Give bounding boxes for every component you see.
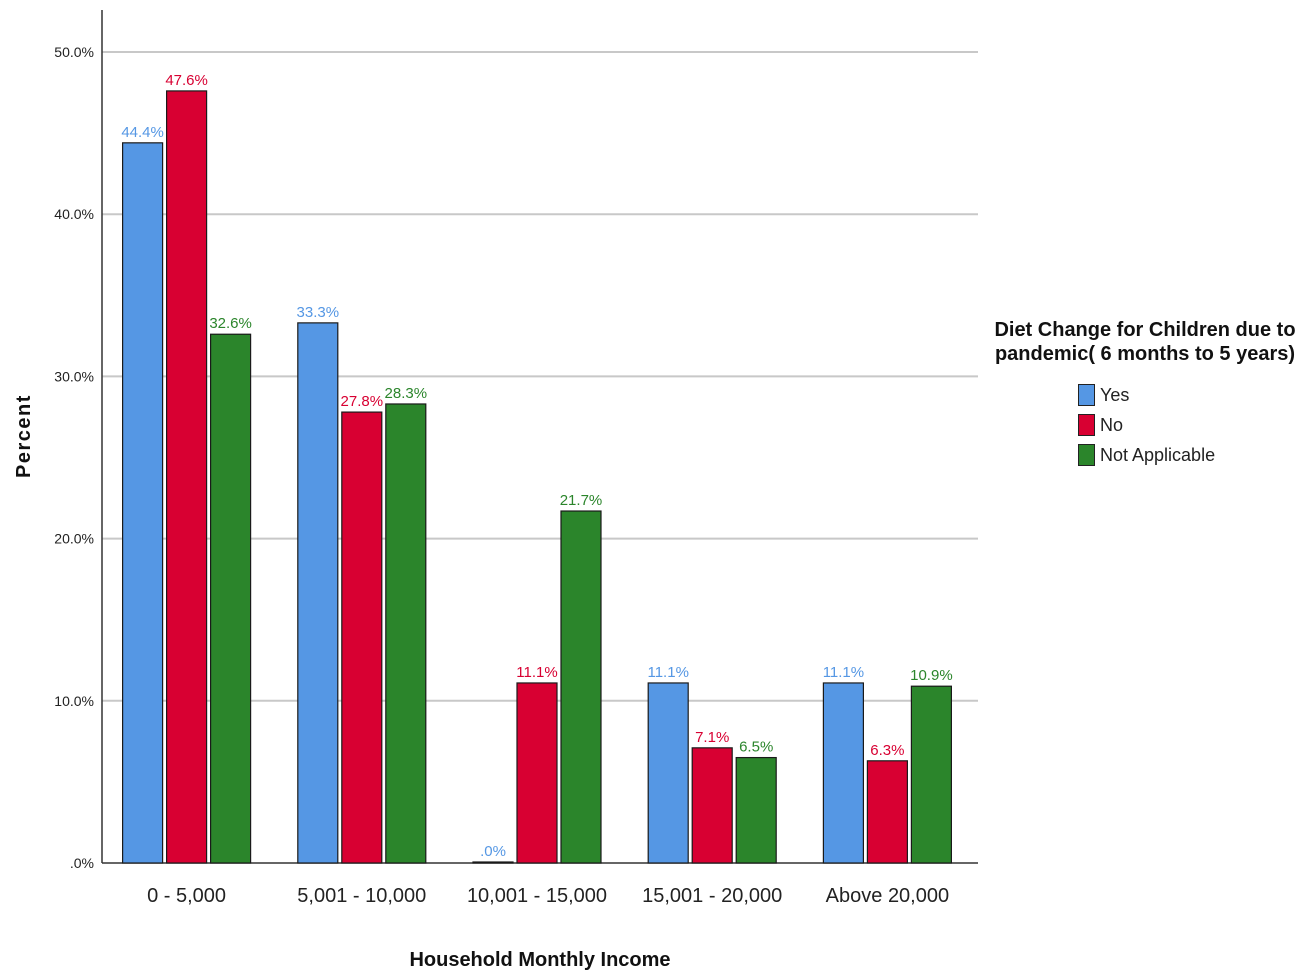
data-label-bg bbox=[471, 838, 515, 860]
bar bbox=[822, 682, 865, 864]
data-label: 11.1% bbox=[647, 664, 688, 681]
y-tick-label: 10.0% bbox=[54, 693, 94, 709]
data-labels: 44.4% 47.6% 32.6% 33.3% 27.8% 28.3% .0% 11.1% 21… bbox=[120, 66, 954, 860]
data-label: 21.7% bbox=[560, 492, 603, 509]
legend-item: No bbox=[1078, 410, 1300, 440]
data-label-bg bbox=[383, 379, 428, 402]
bar bbox=[166, 90, 208, 864]
y-tick-label: 30.0% bbox=[54, 368, 94, 384]
y-tick-label: 50.0% bbox=[54, 44, 94, 60]
data-label-bg bbox=[821, 658, 866, 681]
data-label-bg bbox=[734, 733, 779, 756]
legend-swatch bbox=[1078, 414, 1095, 436]
y-tick-label: 20.0% bbox=[54, 531, 94, 547]
legend-items: Yes No Not Applicable bbox=[990, 380, 1300, 470]
category-labels: 0 - 5,000 5,001 - 10,000 10,001 - 15,000 15… bbox=[147, 885, 949, 907]
data-label: 10.9% bbox=[910, 667, 953, 684]
bar bbox=[385, 403, 427, 864]
data-label-bg bbox=[559, 487, 603, 510]
bar bbox=[560, 510, 602, 864]
legend-item: Not Applicable bbox=[1078, 440, 1300, 470]
legend-item: Yes bbox=[1078, 380, 1300, 410]
legend-label: No bbox=[1100, 414, 1124, 435]
legend: Diet Change for Children due to pandemic… bbox=[990, 318, 1300, 470]
data-label: 33.3% bbox=[297, 304, 340, 321]
x-tick-label: 0 - 5,000 bbox=[147, 885, 226, 907]
data-label: 32.6% bbox=[209, 315, 252, 332]
data-label: 44.4% bbox=[121, 124, 164, 141]
data-label: 11.1% bbox=[516, 664, 557, 681]
data-label: 28.3% bbox=[385, 385, 428, 402]
x-tick-label: 5,001 - 10,000 bbox=[297, 885, 426, 907]
bars bbox=[121, 90, 953, 864]
bar bbox=[121, 142, 164, 864]
data-label-bg bbox=[515, 658, 559, 681]
bar bbox=[210, 333, 252, 864]
data-label-bg bbox=[646, 658, 691, 681]
data-label: 7.1% bbox=[695, 729, 729, 746]
y-axis-title: Percent bbox=[13, 394, 35, 478]
data-label-bg bbox=[690, 723, 735, 746]
data-label-bg bbox=[865, 736, 910, 759]
data-label-bg bbox=[208, 310, 253, 333]
y-tick-label: .0% bbox=[70, 855, 94, 871]
legend-swatch bbox=[1078, 444, 1095, 466]
x-tick-label: 10,001 - 15,000 bbox=[467, 885, 607, 907]
legend-swatch bbox=[1078, 384, 1095, 406]
x-tick-label: 15,001 - 20,000 bbox=[642, 885, 782, 907]
data-label-bg bbox=[164, 66, 209, 89]
legend-label: Not Applicable bbox=[1100, 444, 1216, 465]
bar bbox=[866, 760, 909, 864]
x-tick-label: Above 20,000 bbox=[826, 885, 949, 907]
data-label: 47.6% bbox=[165, 72, 208, 89]
data-label: 6.3% bbox=[870, 742, 904, 759]
data-label-bg bbox=[339, 388, 384, 411]
x-axis-title: Household Monthly Income bbox=[409, 949, 670, 971]
bar bbox=[735, 756, 777, 864]
data-label: 27.8% bbox=[341, 393, 384, 410]
data-label: 6.5% bbox=[739, 739, 773, 756]
legend-title: Diet Change for Children due to pandemic… bbox=[994, 319, 1296, 365]
bar bbox=[341, 411, 383, 864]
legend-label: Yes bbox=[1100, 384, 1130, 405]
bar bbox=[910, 685, 953, 864]
data-label-bg bbox=[909, 662, 954, 685]
bar bbox=[691, 747, 733, 864]
bar bbox=[472, 861, 514, 864]
bar bbox=[516, 682, 558, 864]
data-label-bg bbox=[295, 298, 340, 321]
data-label: 11.1% bbox=[823, 664, 864, 681]
bar bbox=[647, 682, 689, 864]
y-tick-label: 40.0% bbox=[54, 206, 94, 222]
data-label: .0% bbox=[480, 843, 506, 860]
bar bbox=[297, 322, 339, 864]
data-label-bg bbox=[120, 118, 165, 141]
